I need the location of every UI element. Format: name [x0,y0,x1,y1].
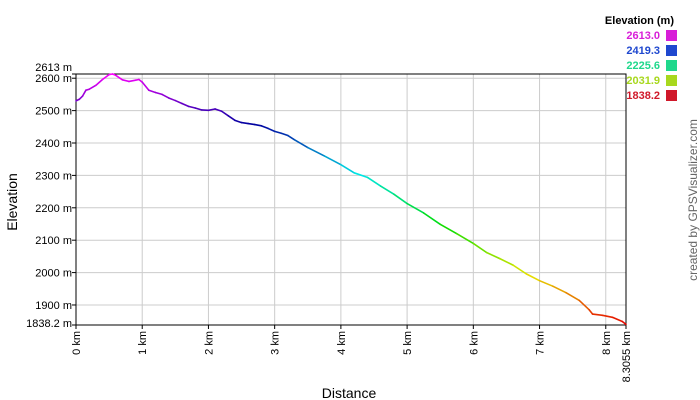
elevation-segment [280,132,289,137]
elevation-segment [379,185,395,195]
elevation-segment [227,114,236,122]
elevation-segment [578,299,591,311]
elevation-segment [273,130,283,135]
elevation-segment [101,73,110,81]
elevation-segment [588,309,594,315]
elevation-segment [551,285,567,294]
legend-title: Elevation (m) [605,15,674,27]
elevation-segment [247,122,256,126]
elevation-segment [121,79,130,83]
x-tick-label: 0 km [71,331,83,355]
elevation-segment [565,291,581,302]
elevation-segment [240,121,249,125]
legend-swatch [666,90,677,101]
elevation-segment [538,279,554,287]
x-tick-label: 3 km [270,331,282,355]
elevation-segment [181,102,190,108]
elevation-segment [81,89,87,97]
elevation-series [75,73,627,326]
elevation-segment [601,314,614,319]
y-tick-label: 2300 m [35,170,72,182]
elevation-segment [220,110,230,117]
elevation-segment [621,320,627,326]
elevation-segment [187,105,196,109]
legend-value: 2031.9 [626,75,660,87]
elevation-segment [267,127,276,133]
elevation-segment [95,78,104,87]
plot-frame [75,73,627,326]
legend-swatch [666,30,677,41]
elevation-segment [485,251,501,260]
elevation-segment [293,138,309,149]
elevation-segment [234,119,243,124]
x-tick-label: 8.3055 km [621,331,633,382]
elevation-segment [141,81,150,91]
y-tick-label: 2600 m [35,73,72,85]
legend-swatch [666,75,677,86]
elevation-segment [253,123,263,127]
elevation-segment [114,74,124,81]
elevation-segment [207,108,216,112]
elevation-segment [422,212,442,226]
x-tick-label: 6 km [468,331,480,355]
y-tick-label: 2400 m [35,138,72,150]
elevation-segment [154,91,163,96]
elevation-segment [499,257,514,266]
legend-value: 1838.2 [626,90,660,102]
elevation-segment [455,232,475,245]
x-tick-label: 8 km [601,331,613,355]
credit-text: created by GPSVisualizer.com [686,119,700,281]
y-axis-title: Elevation [4,173,20,231]
y-tick-label: 2200 m [35,203,72,215]
elevation-segment [260,125,269,130]
legend-swatch [666,60,677,71]
elevation-segment [306,146,326,157]
elevation-segment [214,108,223,113]
y-tick-label: 2500 m [35,106,72,118]
elevation-segment [167,97,177,102]
x-tick-label: 5 km [402,331,414,355]
y-tick-labels: 1838.2 m 1900 m 2000 m 2100 m 2200 m 2300 m 24… [26,62,72,330]
elevation-segment [525,273,541,282]
elevation-segment [128,79,137,83]
elevation-segment [194,107,203,111]
elevation-segment [353,172,369,179]
elevation-segment [366,176,382,187]
y-tick-label: 1900 m [35,300,72,312]
y-tick-label: 2613 m [35,62,72,74]
legend: Elevation (m) 2613.0 2419.3 2225.6 2031.9 18… [605,15,677,102]
elevation-segment [611,316,624,323]
elevation-segment [174,99,183,105]
y-tick-label: 2100 m [35,235,72,247]
gridlines [72,73,627,329]
elevation-segment [393,193,408,205]
elevation-segment [88,84,97,91]
x-tick-label: 1 km [137,331,149,355]
elevation-segment [512,264,528,275]
elevation-segment [161,93,170,99]
elevation-segment [340,163,355,174]
elevation-segment [287,134,296,141]
x-tick-labels: 0 km 1 km 2 km 3 km 4 km 5 km 6 km 7 km 8 km 8.30… [71,331,633,382]
legend-value: 2613.0 [626,30,660,42]
elevation-segment [472,242,488,254]
legend-swatch [666,45,677,56]
elevation-segment [439,223,458,235]
x-tick-label: 7 km [535,331,547,355]
elevation-segment [323,155,342,166]
y-tick-label: 2000 m [35,268,72,280]
x-tick-label: 2 km [203,331,215,355]
y-tick-label: 1838.2 m [26,318,72,330]
legend-value: 2419.3 [626,45,660,57]
elevation-segment [406,202,425,214]
x-axis-title: Distance [322,385,377,400]
elevation-segment [148,89,157,94]
legend-value: 2225.6 [626,60,660,72]
x-tick-label: 4 km [336,331,348,355]
elevation-segment [591,313,604,317]
